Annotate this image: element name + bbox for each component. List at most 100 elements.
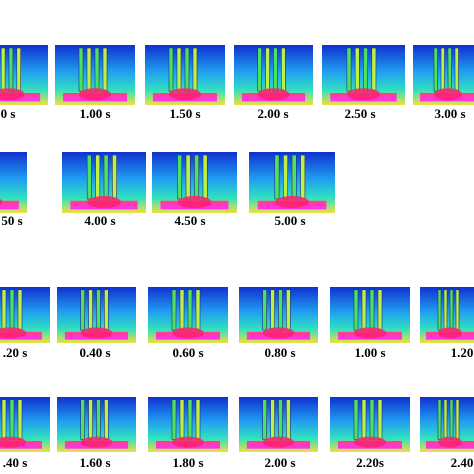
time-label: 2.00 s [264,455,295,470]
heat-spot [262,436,295,448]
heat-spot [0,436,26,448]
electrode [86,47,92,92]
electrode [9,289,15,331]
electrode [377,289,383,331]
heat-spot [0,88,25,101]
electrode [96,289,101,331]
electrode [273,47,278,92]
electrode [455,289,460,331]
electrode [353,399,359,440]
electrode [449,399,454,440]
thermal-image [0,397,50,452]
thermal-image [239,287,318,343]
electrode [192,47,198,92]
time-label: .40 s [3,455,28,470]
thermal-image [148,397,228,452]
thermal-image [239,397,318,452]
time-label: 0.40 s [79,345,110,360]
electrode [88,289,93,331]
time-label: 2.40 [451,455,474,470]
thermal-image [234,45,313,105]
electrode [286,289,291,331]
electrode [369,289,375,331]
electrode [195,399,201,440]
electrode [80,289,85,331]
thermal-image [145,45,225,105]
heat-spot [169,88,201,101]
electrode [377,399,383,440]
heat-spot [262,327,295,339]
electrode [283,154,288,200]
electrode [1,399,7,440]
thermal-image [62,152,146,213]
electrode [78,47,84,92]
thermal-image [0,287,50,343]
time-label: 0.80 s [264,345,295,360]
thermal-image [57,287,136,343]
electrode [187,399,193,440]
electrode [86,154,92,200]
heat-spot [87,195,121,209]
electrode [171,399,177,440]
electrode [257,47,262,92]
electrode [281,47,286,92]
thermal-image [249,152,335,213]
electrode [270,399,275,440]
electrode [176,47,182,92]
thermal-image [148,287,228,343]
heat-spot [172,327,204,339]
electrode [440,47,445,92]
heat-spot [80,436,113,448]
thermal-image [420,287,474,343]
electrode [184,47,190,92]
thermal-image [152,152,237,213]
electrode [354,47,360,92]
heat-spot [354,436,386,448]
thermal-image [0,45,48,105]
time-label: 0.60 s [172,345,203,360]
electrode [278,289,283,331]
heat-spot [274,195,310,209]
electrode [17,289,23,331]
electrode [353,289,359,331]
electrode [9,399,15,440]
electrode [286,399,291,440]
electrode [0,47,6,92]
electrode [80,399,85,440]
electrode [95,154,101,200]
time-label: 1.50 s [169,106,200,121]
electrode [177,154,183,200]
thermal-image [55,45,135,105]
electrode [8,47,14,92]
electrode [103,154,109,200]
time-label: 2.50 s [344,106,375,121]
time-label: 2.00 s [257,106,288,121]
time-label: 4.50 s [174,213,205,228]
electrode [443,399,448,440]
hot-zone [0,200,19,210]
thermal-image [330,397,410,452]
electrode [437,399,442,440]
electrode [187,289,193,331]
thermal-image [57,397,136,452]
thermal-image [330,287,410,343]
electrode [262,289,267,331]
electrode [104,289,109,331]
electrode [102,47,108,92]
electrode [185,154,191,200]
time-label: 4.00 s [84,213,115,228]
heat-spot [0,198,3,206]
electrode [202,154,208,200]
electrode [361,399,367,440]
electrode [278,399,283,440]
electrode [455,399,460,440]
electrode [369,399,375,440]
thermal-image [0,152,27,213]
electrode [449,289,454,331]
electrode [447,47,452,92]
electrode [363,47,368,92]
electrode [179,399,185,440]
time-label: 1.00 s [354,345,385,360]
heat-spot [172,436,204,448]
